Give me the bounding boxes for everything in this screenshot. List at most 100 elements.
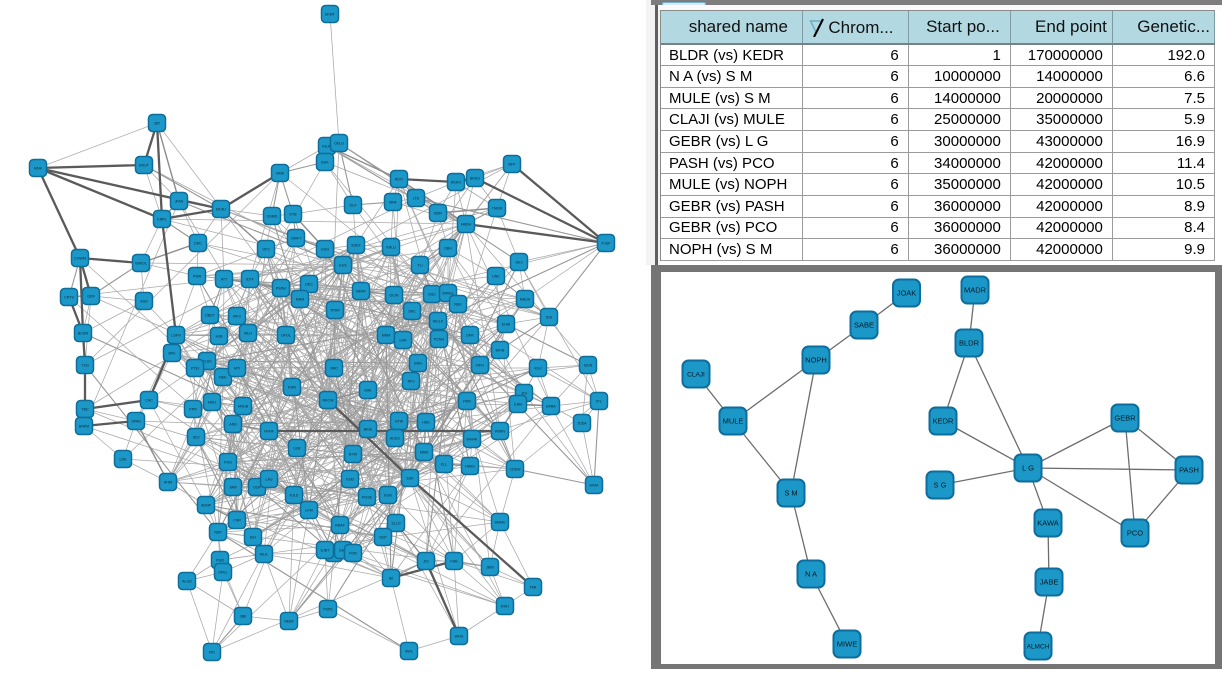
svg-text:DFR: DFR [466,334,474,338]
svg-text:IDS: IDS [546,316,553,320]
svg-text:EGN: EGN [384,494,392,498]
svg-text:PPR: PPR [189,408,197,412]
svg-text:GSMD: GSMD [267,215,278,219]
svg-text:PJIG: PJIG [224,461,232,465]
svg-text:HDE: HDE [422,421,430,425]
svg-text:JDI: JDI [521,392,526,396]
svg-text:L G: L G [1022,464,1034,473]
svg-text:ALMCH: ALMCH [1027,644,1050,651]
svg-text:NKBF: NKBF [284,620,294,624]
svg-text:LFM: LFM [305,509,312,513]
svg-text:TLI: TLI [417,264,422,268]
svg-text:TJSI: TJSI [81,364,88,368]
svg-text:DKC: DKC [305,283,313,287]
svg-text:HJB: HJB [216,335,223,339]
svg-text:PID: PID [209,651,215,655]
svg-text:GTW: GTW [395,420,404,424]
svg-text:EHIA: EHIA [502,323,511,327]
svg-text:MULE: MULE [723,417,744,426]
svg-text:S G: S G [934,481,947,490]
svg-text:NDP: NDP [214,531,222,535]
svg-text:KLL: KLL [441,463,447,467]
svg-text:GDF: GDF [87,295,95,299]
svg-text:ASO: ASO [140,300,148,304]
svg-text:SMMU: SMMU [495,521,506,525]
svg-text:KEJH: KEJH [322,145,332,149]
svg-text:EIH: EIH [250,536,256,540]
svg-text:SABE: SABE [854,321,874,330]
svg-text:TBC: TBC [81,408,89,412]
svg-text:N A: N A [805,570,817,579]
svg-text:FSID: FSID [216,559,225,563]
svg-text:JABE: JABE [1040,578,1059,587]
svg-text:IDTF: IDTF [246,278,255,282]
svg-text:NOPH: NOPH [805,356,827,365]
svg-text:DBH: DBH [444,247,452,251]
svg-text:DAE: DAE [364,389,372,393]
svg-text:SUK: SUK [406,477,414,481]
svg-text:PWR: PWR [193,275,202,279]
svg-text:IMWF: IMWF [356,290,366,294]
svg-text:MLJL: MLJL [260,553,269,557]
svg-text:TPDR: TPDR [330,309,340,313]
svg-text:OEUJ: OEUJ [334,142,344,146]
svg-text:CRTS: CRTS [64,296,74,300]
svg-text:MTI: MTI [234,367,240,371]
svg-text:LSFN: LSFN [171,334,181,338]
svg-text:CLAJI: CLAJI [687,372,705,379]
svg-text:MIWE: MIWE [837,640,857,649]
svg-text:WWGL: WWGL [442,292,454,296]
svg-text:FLSS: FLSS [203,360,213,364]
svg-text:BTW: BTW [349,453,358,457]
svg-text:RDIT: RDIT [395,178,404,182]
svg-text:DIHN: DIHN [496,349,505,353]
svg-text:GEJ: GEJ [516,261,523,265]
svg-text:ILNH: ILNH [514,403,523,407]
svg-text:KTB: KTB [290,213,298,217]
svg-text:BKN: BKN [414,362,422,366]
svg-text:ATT: ATT [221,278,228,282]
svg-text:JOAK: JOAK [897,289,917,298]
svg-text:BLDR: BLDR [959,339,980,348]
svg-text:PASH: PASH [1179,466,1199,475]
svg-text:MADR: MADR [964,286,987,295]
svg-text:MNF: MNF [389,201,398,205]
svg-text:NKCW: NKCW [323,399,335,403]
svg-text:DDC: DDC [194,242,202,246]
svg-text:SGC: SGC [428,293,436,297]
svg-text:GOD: GOD [346,478,355,482]
svg-text:ERUT: ERUT [139,164,150,168]
svg-text:COWM: COWM [74,257,86,261]
svg-text:HRUB: HRUB [238,405,249,409]
svg-text:BCDR: BCDR [78,332,89,336]
svg-text:PCO: PCO [1127,529,1143,538]
svg-text:BDR: BDR [434,212,442,216]
svg-text:IPL: IPL [596,400,601,404]
svg-text:AWL: AWL [405,650,413,654]
svg-text:BFP: BFP [509,163,517,167]
svg-text:KGJ: KGJ [535,367,542,371]
svg-text:JIS: JIS [423,560,429,564]
svg-text:PJUF: PJUF [602,242,612,246]
svg-text:WTM: WTM [164,481,173,485]
svg-text:CHC: CHC [145,399,153,403]
svg-text:WHHK: WHHK [467,438,479,442]
svg-text:JBE: JBE [240,615,247,619]
svg-text:DMA: DMA [276,172,285,176]
svg-text:PGSE: PGSE [362,496,373,500]
svg-text:GEBR: GEBR [1114,414,1136,423]
svg-text:TNEW: TNEW [492,207,503,211]
svg-text:JWR: JWR [229,486,237,490]
svg-text:KAWA: KAWA [1037,519,1059,528]
svg-text:RRAF: RRAF [335,524,346,528]
svg-text:CDEW: CDEW [510,468,522,472]
svg-text:MCRJ: MCRJ [216,208,226,212]
svg-text:HBDH: HBDH [461,223,472,227]
svg-text:EKMT: EKMT [325,13,336,17]
svg-text:MNR: MNR [420,451,429,455]
svg-text:OCIN: OCIN [390,294,399,298]
svg-text:EJBT: EJBT [321,549,331,553]
svg-text:BKEG: BKEG [470,177,480,181]
svg-text:DBET: DBET [205,314,215,318]
svg-text:IEI: IEI [389,577,393,581]
